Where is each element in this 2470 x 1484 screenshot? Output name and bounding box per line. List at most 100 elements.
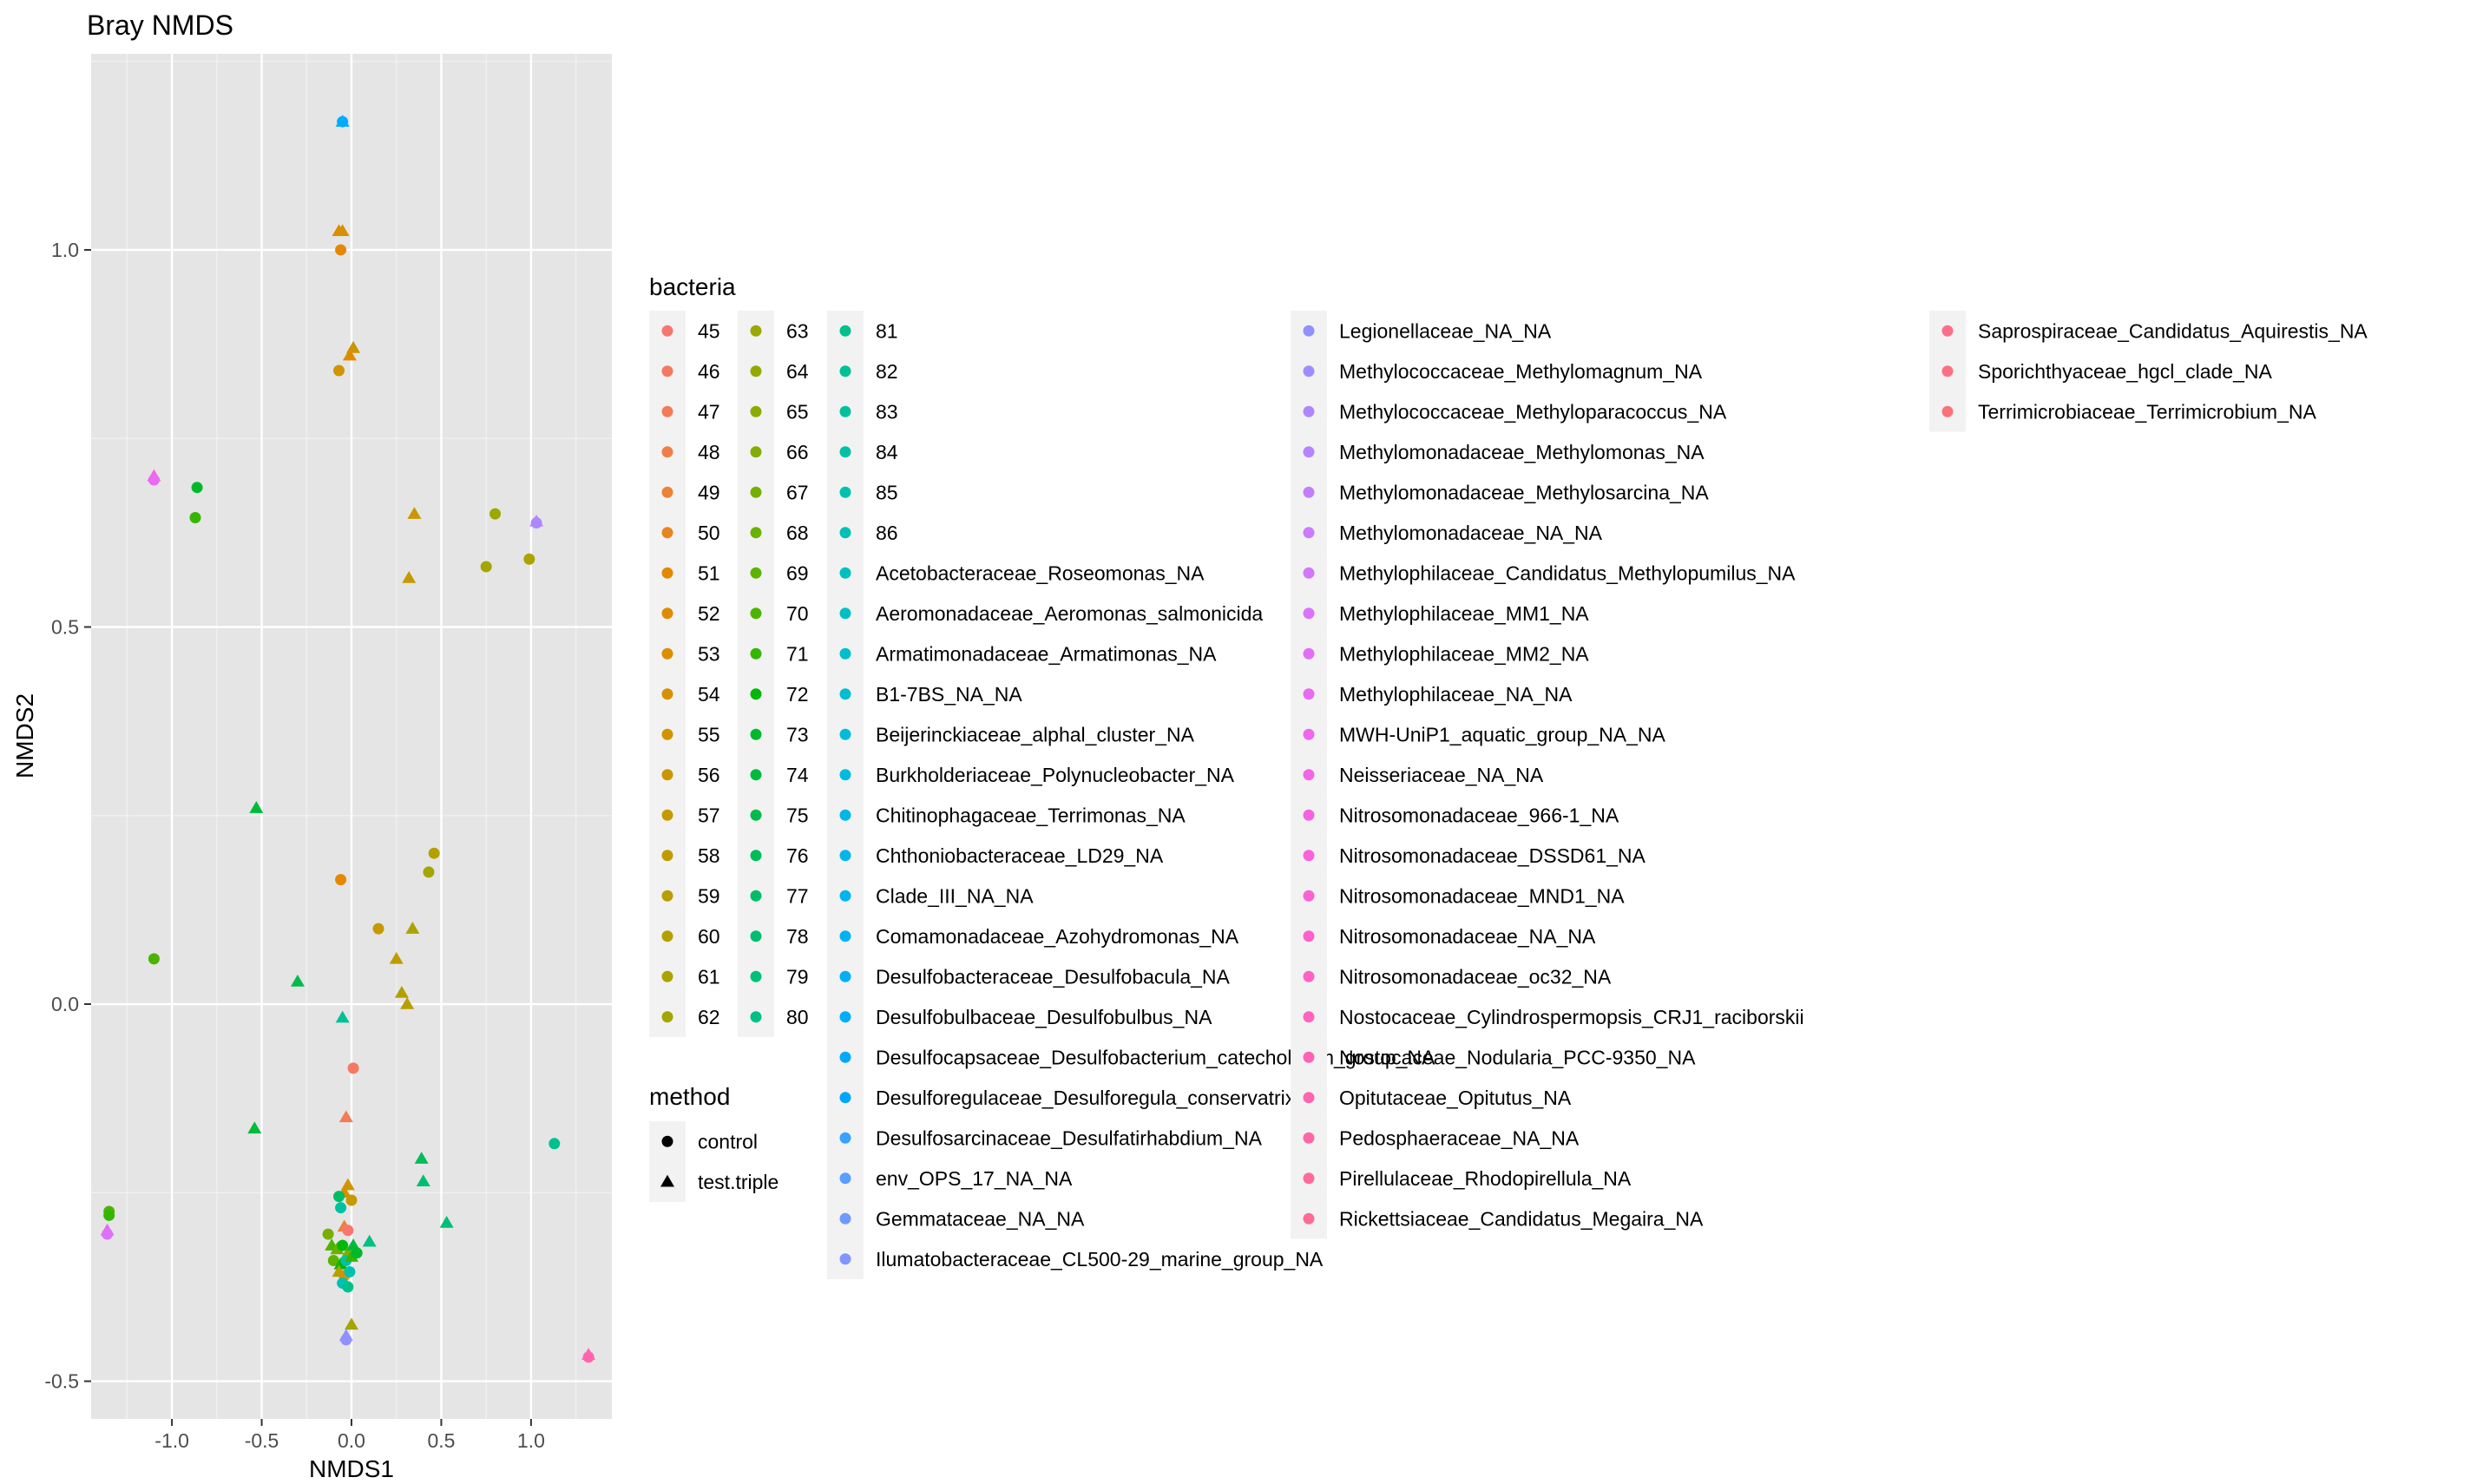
legend-label: 70 xyxy=(786,602,809,625)
legend-key xyxy=(750,527,762,539)
legend-key xyxy=(1303,890,1315,902)
legend-label: Terrimicrobiaceae_Terrimicrobium_NA xyxy=(1978,400,2316,423)
data-point xyxy=(372,923,384,935)
data-point xyxy=(148,474,160,486)
data-point xyxy=(416,1174,430,1187)
legend-label: Nostocaceae_Cylindrospermopsis_CRJ1_raci… xyxy=(1339,1006,1804,1028)
legend-label: 67 xyxy=(786,481,809,503)
legend-label: control xyxy=(698,1130,758,1152)
legend-key xyxy=(750,688,762,700)
data-point xyxy=(345,1317,358,1330)
legend-key xyxy=(1303,728,1315,740)
legend-key xyxy=(1941,365,1954,378)
legend-key xyxy=(661,1011,673,1023)
legend-label: Pedosphaeraceae_NA_NA xyxy=(1339,1126,1580,1149)
x-tick-label: 0.0 xyxy=(338,1429,365,1452)
legend-key xyxy=(839,1011,851,1023)
legend-label: 85 xyxy=(876,481,898,503)
legend-label: Desulfobacteraceae_Desulfobacula_NA xyxy=(876,965,1231,988)
legend-key xyxy=(750,728,762,740)
legend-label: Legionellaceae_NA_NA xyxy=(1339,319,1552,342)
legend-label: Neisseriaceae_NA_NA xyxy=(1339,764,1544,786)
data-point xyxy=(189,511,201,523)
legend-key xyxy=(750,647,762,660)
legend-key-column xyxy=(649,311,686,1037)
legend-key-column xyxy=(827,311,864,1279)
legend-key xyxy=(1941,325,1954,337)
legend-label: Armatimonadaceae_Armatimonas_NA xyxy=(876,642,1217,665)
legend-label: 46 xyxy=(698,360,720,383)
grid-lines xyxy=(91,54,612,1419)
data-point xyxy=(400,997,415,1009)
legend-label: Saprospiraceae_Candidatus_Aquirestis_NA xyxy=(1978,319,2368,342)
legend-label: 49 xyxy=(698,481,720,503)
legend-key xyxy=(661,567,673,579)
legend-key xyxy=(1303,1172,1315,1185)
legend-key xyxy=(1303,405,1315,417)
data-point xyxy=(335,244,347,256)
legend-label: 72 xyxy=(786,683,809,706)
legend-label: Acetobacteraceae_Roseomonas_NA xyxy=(876,561,1205,584)
data-point xyxy=(342,1281,354,1293)
legend-label: 79 xyxy=(786,965,809,988)
legend-label: Nitrosomonadaceae_oc32_NA xyxy=(1339,965,1612,988)
legend-key xyxy=(839,809,851,821)
legend-label: Burkholderiaceae_Polynucleobacter_NA xyxy=(876,764,1235,786)
data-point xyxy=(333,364,345,377)
legend-key xyxy=(750,607,762,620)
legend-key xyxy=(661,930,673,942)
legend-key xyxy=(661,365,673,378)
legend-label: Sporichthyaceae_hgcl_clade_NA xyxy=(1978,360,2272,383)
data-point xyxy=(530,517,542,529)
x-axis-label: NMDS1 xyxy=(309,1455,394,1482)
legend-label: 51 xyxy=(698,561,720,584)
legend-key xyxy=(750,809,762,821)
legend-key xyxy=(1303,970,1315,982)
data-point xyxy=(148,953,160,965)
legend-label: 71 xyxy=(786,642,809,665)
data-point xyxy=(342,1225,354,1237)
legend-key-column xyxy=(738,311,774,1037)
y-tick-label: 1.0 xyxy=(51,239,79,261)
data-point xyxy=(344,1266,356,1278)
legend-label: 59 xyxy=(698,884,720,907)
legend-label: Methylomonadaceae_Methylosarcina_NA xyxy=(1339,481,1709,503)
legend-label: Desulfobulbaceae_Desulfobulbus_NA xyxy=(876,1006,1212,1028)
legend-label: 65 xyxy=(786,400,809,423)
legend-key xyxy=(750,970,762,982)
legend-label: Methylococcaceae_Methylomagnum_NA xyxy=(1339,360,1703,383)
legend-label: 82 xyxy=(876,360,898,383)
legend-label: 86 xyxy=(876,522,898,544)
data-point xyxy=(327,1254,339,1266)
legend-key xyxy=(750,769,762,781)
legend-key xyxy=(1303,325,1315,337)
legend-label: Nitrosomonadaceae_966-1_NA xyxy=(1339,804,1619,826)
legend-key xyxy=(1303,527,1315,539)
legend-label: env_OPS_17_NA_NA xyxy=(876,1167,1073,1190)
x-tick-label: 0.5 xyxy=(427,1429,455,1452)
legend-key xyxy=(1303,1132,1315,1144)
legend-key xyxy=(661,527,673,539)
legend-label: B1-7BS_NA_NA xyxy=(876,683,1022,706)
legend-label: 57 xyxy=(698,804,720,826)
data-point xyxy=(489,508,502,520)
data-point xyxy=(247,1121,262,1134)
legend-key xyxy=(839,1212,851,1225)
legend-label: 61 xyxy=(698,965,720,988)
legend-key xyxy=(839,688,851,700)
legend-label: 53 xyxy=(698,642,720,665)
legend-label: Chthoniobacteraceae_LD29_NA xyxy=(876,844,1164,867)
data-point xyxy=(333,1191,345,1203)
legend-key xyxy=(839,486,851,498)
legend-key xyxy=(661,405,673,417)
points-layer xyxy=(100,115,596,1363)
data-point xyxy=(342,348,357,361)
legend-key xyxy=(1303,1011,1315,1023)
legend-key xyxy=(839,1132,851,1144)
x-tick-label: 1.0 xyxy=(517,1429,545,1452)
legend-label: 69 xyxy=(786,561,809,584)
legend-key xyxy=(839,850,851,862)
data-point xyxy=(337,1239,349,1251)
data-point xyxy=(290,974,305,987)
